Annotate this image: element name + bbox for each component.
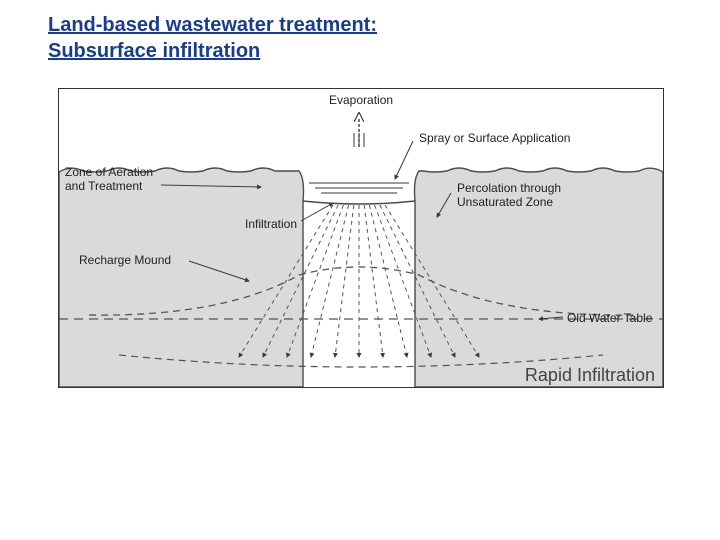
label-percolation-1: Percolation through — [457, 181, 561, 195]
diagram-frame: Evaporation Spray or Surface Application… — [58, 88, 664, 388]
page-title-line1: Land-based wastewater treatment: — [48, 14, 377, 37]
label-spray-application: Spray or Surface Application — [419, 131, 570, 145]
diagram-caption: Rapid Infiltration — [525, 365, 655, 386]
label-percolation-2: Unsaturated Zone — [457, 195, 553, 209]
label-zone-aeration-2: and Treatment — [65, 179, 142, 193]
label-infiltration: Infiltration — [245, 217, 297, 231]
label-evaporation: Evaporation — [329, 93, 393, 107]
label-old-water-table: Old Water Table — [567, 311, 652, 325]
label-recharge-mound: Recharge Mound — [79, 253, 171, 267]
page-title-line2: Subsurface infiltration — [48, 40, 260, 63]
label-zone-aeration-1: Zone of Aeration — [65, 165, 153, 179]
diagram-svg — [59, 89, 663, 387]
